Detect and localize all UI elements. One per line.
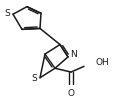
Text: S: S [31,74,37,83]
Text: OH: OH [96,58,110,67]
Text: S: S [4,9,10,18]
Text: O: O [68,89,75,98]
Text: N: N [70,50,77,59]
